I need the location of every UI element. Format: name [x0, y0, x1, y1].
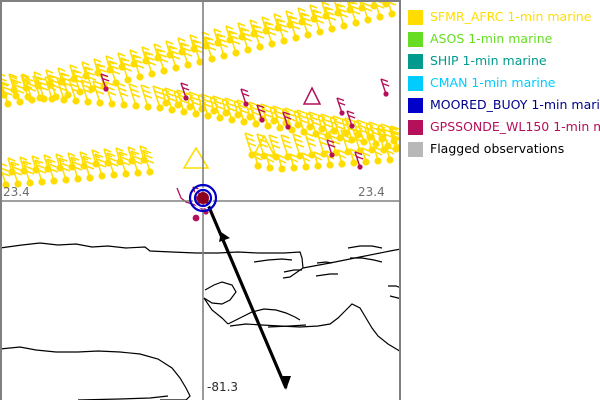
color-swatch-icon [408, 9, 423, 25]
latitude-label-right: 23.4 [358, 185, 385, 199]
legend-label: Flagged observations [430, 141, 565, 156]
legend-item-ship[interactable]: SHIP 1-min marine [408, 52, 547, 70]
longitude-label-bottom: -81.3 [207, 380, 239, 394]
legend-item-flagged-observations[interactable]: Flagged observations [408, 140, 564, 158]
legend-item-cman[interactable]: CMAN 1-min marine [408, 74, 555, 92]
map-plot-panel[interactable]: 23.4 23.4 -81.3 [0, 0, 401, 400]
legend-item-sfmr-afrc[interactable]: SFMR_AFRC 1-min marine [408, 8, 591, 26]
color-swatch-icon [408, 53, 423, 69]
storm-center-marker[interactable] [188, 183, 218, 213]
legend-item-gpssonde-wl150[interactable]: GPSSONDE_WL150 1-min mar [408, 118, 600, 136]
legend-label: MOORED_BUOY 1-min marine [430, 97, 600, 112]
map-canvas[interactable] [0, 0, 401, 400]
legend-label: GPSSONDE_WL150 1-min mar [430, 119, 600, 134]
color-swatch-icon [408, 119, 423, 135]
dropsonde-triangle-markers[interactable] [182, 134, 276, 169]
legend-panel: SFMR_AFRC 1-min marine ASOS 1-min marine… [405, 0, 600, 400]
coastline-layer [0, 242, 401, 400]
color-swatch-icon [408, 141, 423, 157]
legend-label: SFMR_AFRC 1-min marine [430, 9, 592, 24]
color-swatch-icon [408, 75, 423, 91]
legend-label: ASOS 1-min marine [430, 31, 553, 46]
color-swatch-icon [408, 97, 423, 113]
sfmr-swath-upper[interactable] [0, 0, 397, 109]
storm-track-line[interactable] [204, 199, 291, 390]
legend-label: SHIP 1-min marine [430, 53, 547, 68]
color-swatch-icon [408, 31, 423, 47]
legend-item-asos[interactable]: ASOS 1-min marine [408, 30, 552, 48]
legend-label: CMAN 1-min marine [430, 75, 556, 90]
latitude-label-left: 23.4 [3, 185, 30, 199]
legend-item-moored-buoy[interactable]: MOORED_BUOY 1-min marine [408, 96, 600, 114]
sfmr-swath-middle[interactable] [0, 145, 155, 190]
